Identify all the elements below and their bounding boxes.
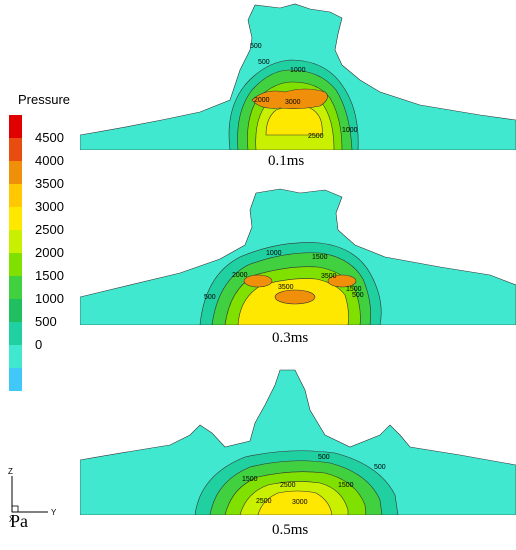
contour-panel-0.3ms: 1000 1500 2000 3500 3500 1500 500 500 — [80, 188, 516, 325]
legend-tick-label: 1500 — [35, 268, 64, 283]
legend-unit: Pa — [10, 511, 28, 531]
contour-label: 1000 — [266, 250, 282, 257]
legend-swatch — [9, 253, 22, 276]
panel-caption: 0.5ms — [272, 522, 309, 538]
axis-z-label: Z — [8, 467, 13, 476]
contour-label: 3500 — [278, 284, 294, 291]
axis-x-label: X — [9, 515, 15, 524]
contour-panel-0.5ms: 1500 2500 2500 3000 1500 500 500 — [80, 369, 516, 515]
legend-tick-label: 500 — [35, 314, 57, 329]
legend-tick-label: 1000 — [35, 291, 64, 306]
pressure-legend: Pressure 4500 4000 3500 3000 2500 2000 1500 100… — [0, 85, 80, 531]
legend-swatch — [9, 115, 22, 138]
legend-title: Pressure — [18, 92, 71, 107]
panel-caption: 0.3ms — [272, 330, 309, 346]
legend-swatch — [9, 322, 22, 345]
axis-y-label: Y — [51, 508, 57, 517]
legend-tick-label: 3000 — [35, 199, 64, 214]
contour-label: 1500 — [346, 286, 362, 293]
contour-label: 3000 — [285, 99, 301, 106]
contour-label: 500 — [318, 454, 330, 461]
contour-label: 2500 — [308, 133, 324, 140]
legend-swatch — [9, 207, 22, 230]
legend-tick-label: 4500 — [35, 130, 64, 145]
legend-swatch — [9, 368, 22, 391]
legend-swatch — [9, 161, 22, 184]
legend-tick-label: 3500 — [35, 176, 64, 191]
contour-label: 1500 — [242, 476, 258, 483]
contour-label: 500 — [258, 59, 270, 66]
contour-label: 2500 — [280, 482, 296, 489]
legend-tick-label: 2500 — [35, 222, 64, 237]
contour-label: 2000 — [254, 97, 270, 104]
panel-caption: 0.1ms — [268, 153, 305, 169]
contour-label: 1500 — [338, 482, 354, 489]
contour-label: 2500 — [256, 498, 272, 505]
contour-label: 500 — [374, 464, 386, 471]
legend-swatch — [9, 138, 22, 161]
contour-label: 1000 — [342, 127, 358, 134]
legend-tick-label: 2000 — [35, 245, 64, 260]
legend-swatch — [9, 299, 22, 322]
contour-label: 3500 — [321, 273, 337, 280]
contour-label: 1000 — [290, 67, 306, 74]
contour-label: 500 — [352, 292, 364, 299]
legend-swatch — [9, 184, 22, 207]
contour-label: 500 — [250, 43, 262, 50]
axis-triad: Z X Y — [8, 467, 57, 524]
contour-label: 3000 — [292, 499, 308, 506]
legend-swatch — [9, 276, 22, 299]
contour-panel-0.1ms: 500 1000 2000 3000 2500 1000 500 — [80, 3, 516, 150]
contour-label: 500 — [204, 294, 216, 301]
contour-label: 2000 — [232, 272, 248, 279]
contour-label: 1500 — [312, 254, 328, 261]
legend-color-bar — [9, 115, 22, 391]
legend-swatch — [9, 345, 22, 368]
legend-swatch — [9, 230, 22, 253]
legend-tick-label: 0 — [35, 337, 43, 352]
legend-tick-label: 4000 — [35, 153, 64, 168]
